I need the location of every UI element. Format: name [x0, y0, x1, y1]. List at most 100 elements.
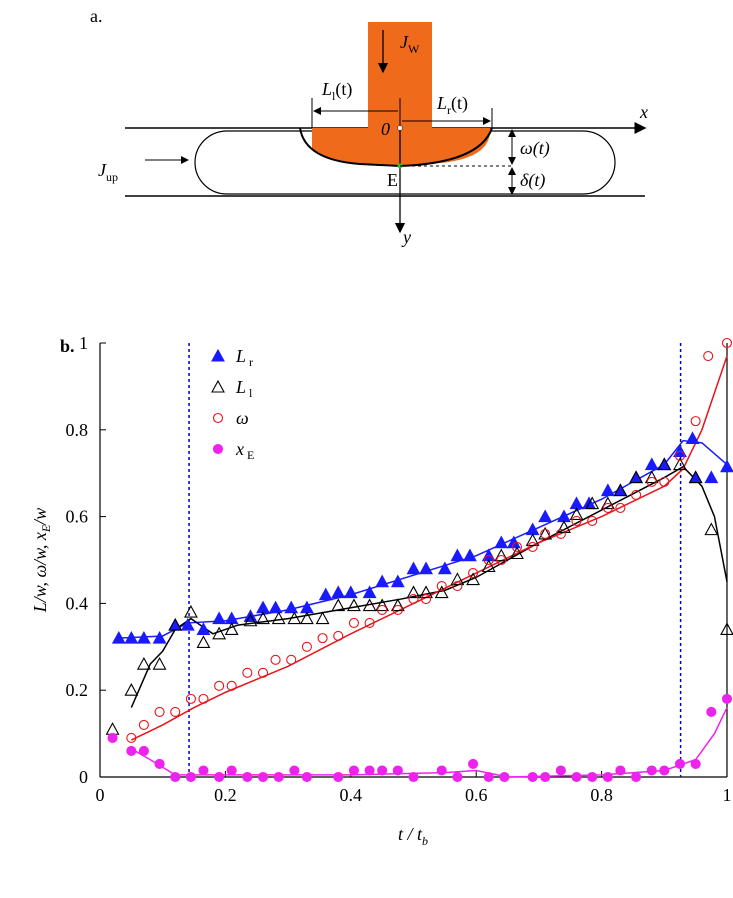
data-point: [333, 771, 344, 783]
data-point: [331, 585, 346, 599]
fit-line: [118, 439, 728, 639]
data-point: [333, 630, 344, 642]
data-point: [170, 771, 181, 783]
lr-label: Lr(t): [436, 93, 468, 117]
origin-label: 0: [381, 119, 390, 139]
data-point: [483, 771, 494, 783]
legend-label: ω: [236, 408, 249, 428]
data-point: [644, 457, 659, 471]
data-point: [644, 470, 659, 484]
data-point: [375, 598, 390, 612]
data-point: [390, 598, 405, 612]
data-point: [720, 622, 733, 635]
data-point: [557, 520, 571, 533]
data-point: [226, 680, 237, 691]
data-point: [105, 722, 120, 735]
data-point: [703, 350, 714, 362]
data-point: [690, 416, 701, 427]
data-point: [392, 765, 403, 776]
data-point: [107, 732, 118, 743]
panel-label: b.: [60, 336, 75, 356]
y-tick-label: 0.4: [66, 593, 89, 613]
data-point: [289, 765, 300, 776]
fit-line: [130, 707, 728, 778]
data-point: [214, 771, 225, 783]
data-point: [406, 585, 421, 599]
data-point: [343, 585, 358, 599]
panel-label: a.: [90, 6, 103, 26]
x-tick-label: 1: [723, 785, 732, 805]
data-point: [646, 765, 657, 776]
data-point: [198, 765, 209, 776]
data-point: [585, 496, 600, 510]
data-point: [481, 559, 496, 573]
x-tick-label: 0: [96, 785, 105, 805]
data-point: [555, 528, 566, 540]
data-point: [301, 641, 312, 652]
data-point: [468, 567, 479, 579]
data-point: [406, 561, 421, 575]
data-point: [362, 598, 377, 612]
delta-label: δ(t): [520, 170, 545, 191]
data-point: [138, 745, 149, 757]
data-point: [257, 667, 269, 678]
data-point: [540, 528, 551, 540]
data-point: [602, 771, 613, 783]
data-point: [126, 732, 137, 743]
legend-marker: [211, 348, 225, 362]
data-point: [224, 622, 239, 635]
data-point: [613, 483, 628, 497]
data-point: [466, 572, 480, 586]
data-point: [602, 502, 613, 513]
data-point: [271, 611, 286, 625]
data-point: [721, 337, 733, 349]
data-point: [538, 509, 553, 523]
data-point: [434, 585, 449, 599]
origin-point: [397, 125, 403, 131]
data-point: [673, 457, 687, 471]
data-point: [286, 654, 297, 665]
data-point: [242, 667, 253, 678]
data-point: [348, 765, 359, 776]
data-point: [299, 611, 314, 625]
data-point: [659, 765, 670, 776]
data-point: [674, 450, 686, 461]
data-point: [721, 693, 733, 704]
data-point: [690, 758, 701, 770]
data-point: [273, 771, 284, 783]
y-label: y: [401, 227, 411, 247]
data-point: [224, 611, 239, 625]
data-point: [185, 771, 196, 783]
diagram-a: a. JW Ll(t) Lr(t) x 0 E y ω(t) δ(t) Jup: [90, 6, 648, 247]
data-point: [540, 771, 551, 783]
data-point: [301, 771, 312, 783]
data-point: [615, 502, 626, 513]
data-point: [704, 470, 719, 484]
data-point: [212, 626, 227, 640]
data-point: [483, 554, 494, 566]
data-point: [525, 533, 540, 547]
data-point: [152, 657, 167, 670]
data-point: [688, 470, 703, 484]
data-point: [600, 496, 615, 510]
data-point: [168, 617, 183, 631]
data-point: [196, 635, 211, 649]
data-point: [557, 509, 571, 523]
data-point: [720, 459, 733, 473]
data-point: [377, 765, 388, 776]
data-point: [419, 561, 433, 575]
data-point: [452, 580, 463, 592]
data-point: [362, 585, 377, 599]
data-point: [629, 470, 644, 484]
legend-marker: [212, 412, 224, 424]
omega-label: ω(t): [520, 138, 550, 159]
data-point: [408, 771, 419, 783]
data-point: [494, 548, 509, 562]
data-point: [136, 657, 151, 670]
data-point: [154, 758, 165, 770]
